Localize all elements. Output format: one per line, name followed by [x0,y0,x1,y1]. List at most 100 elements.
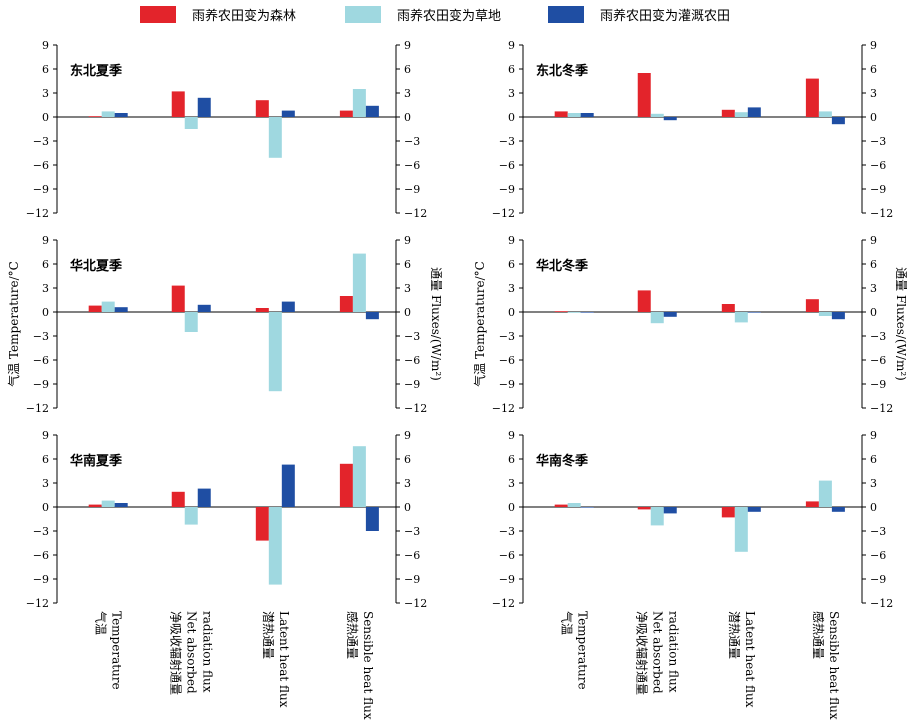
bar-4-series-1 [339,296,353,312]
right-axis-title-2: 通量 Fluxes/(W/m²) [894,267,908,381]
bar-2-series-3 [197,97,211,117]
left-tick-label: −12 [492,207,515,220]
bar-1-series-1 [554,111,568,117]
bar-4-series-3 [365,105,379,117]
right-tick-label: −3 [870,135,886,148]
bar-2-series-1 [637,290,651,312]
bar-1-series-1 [88,504,102,507]
bar-1-series-2 [101,111,115,117]
legend-label-1: 雨养农田变为森林 [192,8,296,24]
category-label: Temperature [576,611,590,690]
left-tick-label: 3 [508,282,515,295]
panel-title: 华南冬季 [536,453,588,469]
bar-2-series-2 [650,507,664,526]
right-tick-label: −9 [870,573,886,586]
right-tick-label: −6 [870,549,886,562]
panel-1: 9 9 6 6 3 3 0 0 −3 −3 −6 −6 −9 −9 −12 −12 东北夏季 [26,39,427,220]
right-tick-label: 3 [870,477,877,490]
right-tick-label: −9 [870,378,886,391]
bar-3-series-2 [268,117,282,158]
bar-1-series-3 [580,113,594,117]
bar-1-series-3 [114,307,128,312]
bar-3-series-2 [734,312,748,323]
left-tick-label: −6 [499,354,515,367]
left-tick-label: 3 [42,477,49,490]
bar-3-series-3 [747,312,761,313]
category-label: 感热通量 [811,611,826,659]
right-tick-label: −6 [404,549,420,562]
left-tick-label: −3 [33,525,49,538]
bar-2-series-1 [171,91,185,117]
panels: 9 9 6 6 3 3 0 0 −3 −3 −6 −6 −9 −9 −12 −12 东北夏季 9 9 6 6 3 3 0 0 −3… [26,39,893,610]
left-tick-label: −12 [492,402,515,415]
left-tick-label: −12 [492,597,515,610]
right-tick-label: 3 [870,87,877,100]
panel-6: 9 9 6 6 3 3 0 0 −3 −3 −6 −6 −9 −9 −12 −12 华南冬季 [492,429,893,610]
category-label: Temperature [110,611,124,690]
bar-2-series-2 [650,312,664,324]
right-tick-label: 6 [404,258,411,271]
bar-1-series-2 [101,500,115,507]
left-tick-label: 6 [42,258,49,271]
left-tick-label: 0 [42,306,49,319]
right-tick-label: −6 [870,354,886,367]
left-tick-label: −6 [33,354,49,367]
left-tick-label: 6 [42,63,49,76]
left-tick-label: 0 [508,111,515,124]
bar-4-series-3 [365,507,379,531]
right-tick-label: 9 [870,429,877,442]
right-tick-label: −9 [870,183,886,196]
bar-3-series-1 [255,100,269,117]
right-tick-label: −12 [404,207,427,220]
bar-1-series-2 [101,301,115,312]
right-tick-label: −9 [404,183,420,196]
right-tick-label: 9 [404,39,411,52]
right-tick-label: −3 [870,525,886,538]
bar-2-series-3 [197,488,211,507]
left-tick-label: −6 [499,549,515,562]
left-tick-label: −12 [26,402,49,415]
left-axis-title-2: 气温 Temperature/°C [472,261,487,387]
legend-label-3: 雨养农田变为灌溉农田 [600,8,730,24]
left-tick-label: 6 [42,453,49,466]
left-tick-label: 9 [42,429,49,442]
right-tick-label: −3 [404,330,420,343]
left-tick-label: 3 [508,87,515,100]
right-tick-label: −6 [404,354,420,367]
bar-1-series-1 [554,504,568,507]
bar-4-series-1 [339,463,353,507]
x-category-labels: 气温 Temperature 净吸收辐射通量 Net absorbed radiatio… [94,611,841,720]
right-tick-label: 3 [404,87,411,100]
category-label: 气温 [560,611,575,635]
panel-title: 东北夏季 [70,63,122,79]
panel-3: 9 9 6 6 3 3 0 0 −3 −3 −6 −6 −9 −9 −12 −12 华北夏季 [26,234,427,415]
bar-4-series-1 [805,78,819,117]
left-tick-label: −6 [33,549,49,562]
bar-3-series-1 [721,507,735,518]
right-tick-label: 0 [404,306,411,319]
right-tick-label: 0 [870,501,877,514]
right-tick-label: 9 [870,234,877,247]
bar-1-series-2 [567,312,581,313]
category-label: 潜热通量 [261,611,275,659]
bar-2-series-1 [637,73,651,117]
bar-2-series-2 [650,113,664,117]
category-label: Latent heat flux [743,611,757,708]
bar-1-series-3 [580,312,594,313]
left-tick-label: −9 [33,573,49,586]
right-axis-title: 通量 Fluxes/(W/m²) [429,267,443,381]
right-tick-label: −12 [404,402,427,415]
right-tick-label: 3 [870,282,877,295]
right-tick-label: 6 [870,63,877,76]
bar-4-series-3 [365,312,379,320]
bar-2-series-2 [184,507,198,525]
left-tick-label: −3 [33,135,49,148]
bar-1-series-1 [554,311,568,312]
right-tick-label: −3 [404,525,420,538]
bar-3-series-2 [268,507,282,585]
left-tick-label: 9 [42,39,49,52]
bar-3-series-1 [721,109,735,117]
right-tick-label: −3 [404,135,420,148]
right-tick-label: −9 [404,378,420,391]
right-tick-label: 3 [404,282,411,295]
